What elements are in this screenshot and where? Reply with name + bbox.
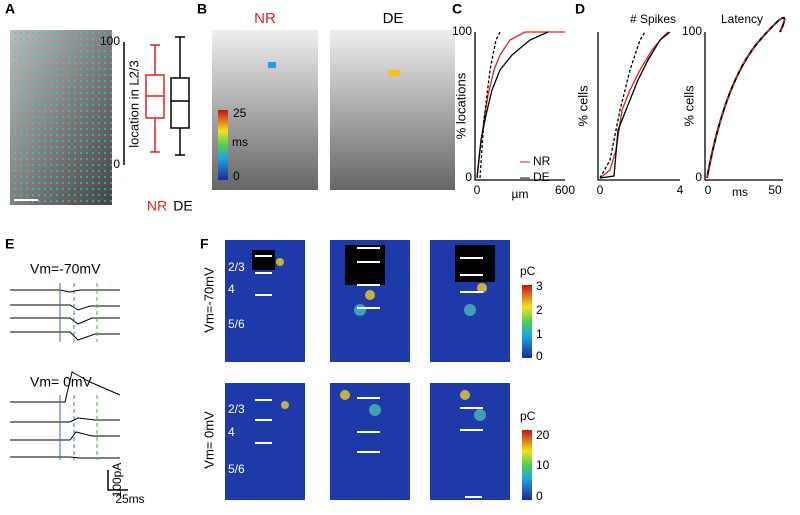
tick-label: 50 — [768, 183, 782, 197]
axis-label: % locations — [453, 72, 468, 139]
legend-entry: DE — [533, 170, 550, 184]
tick-label: 2 — [536, 303, 543, 317]
panel-label: E — [5, 236, 14, 252]
tick-label: 0 — [113, 157, 120, 171]
scale-label: 25ms — [115, 492, 144, 506]
tick-label: 0 — [536, 349, 543, 363]
tick-label: 100 — [100, 34, 120, 48]
tick-label: 0 — [233, 169, 240, 183]
colorbar-unit: pC — [520, 264, 536, 278]
condition-label: Vm= 0mV — [30, 374, 93, 390]
layer-label: 5/6 — [228, 317, 245, 331]
tick-label: 0 — [536, 489, 543, 503]
heatmaps — [225, 240, 532, 500]
tick-label: 3 — [536, 279, 543, 293]
tick-label: 20 — [536, 428, 550, 442]
tick-label: 4 — [677, 183, 684, 197]
panel-label: D — [575, 1, 585, 17]
tick-label: 0 — [695, 170, 702, 184]
cdf-plots — [474, 16, 786, 181]
layer-label: 2/3 — [228, 402, 245, 416]
tick-label: 0 — [705, 183, 712, 197]
layer-label: 5/6 — [228, 462, 245, 476]
tick-label: 0 — [474, 183, 481, 197]
condition-label: Vm=-70mV — [30, 261, 101, 277]
tick-label: 0 — [465, 170, 472, 184]
panel-a-image — [10, 30, 112, 205]
row-label: Vm=-70mV — [201, 267, 216, 333]
tick-label: 600 — [555, 183, 575, 197]
panel-label: B — [197, 1, 207, 17]
layer-label: 2/3 — [228, 260, 245, 274]
boxplots — [123, 36, 190, 165]
panel-label: C — [452, 1, 462, 17]
axis-label: % cells — [575, 85, 590, 127]
layer-label: 4 — [228, 282, 235, 296]
image-title: DE — [383, 10, 404, 27]
row-label: Vm= 0mV — [201, 411, 216, 469]
axis-label: % cells — [681, 85, 696, 127]
group-label: NR — [147, 198, 167, 214]
tick-label: 0 — [597, 183, 604, 197]
tick-label: 10 — [536, 458, 550, 472]
scale-label: 100pA — [110, 463, 124, 498]
panel-label: A — [5, 1, 15, 17]
plot-title: Latency — [721, 12, 763, 26]
axis-label: µm — [512, 187, 529, 201]
group-label: DE — [173, 198, 192, 214]
image-title: NR — [254, 10, 276, 27]
tick-label: 100 — [682, 24, 702, 38]
axis-label: ms — [732, 185, 748, 199]
layer-label: 4 — [228, 425, 235, 439]
legend-entry: NR — [533, 154, 551, 168]
tick-label: 1 — [536, 327, 543, 341]
tick-label: 100 — [452, 24, 472, 38]
panel-label: F — [200, 236, 209, 252]
colorbar-unit: ms — [232, 135, 248, 149]
colorbar-unit: pC — [520, 409, 536, 423]
panel-b-images — [212, 30, 455, 190]
traces — [10, 283, 128, 491]
axis-label: location in L2/3 — [126, 60, 141, 147]
plot-title: # Spikes — [630, 12, 676, 26]
tick-label: 25 — [233, 106, 247, 120]
